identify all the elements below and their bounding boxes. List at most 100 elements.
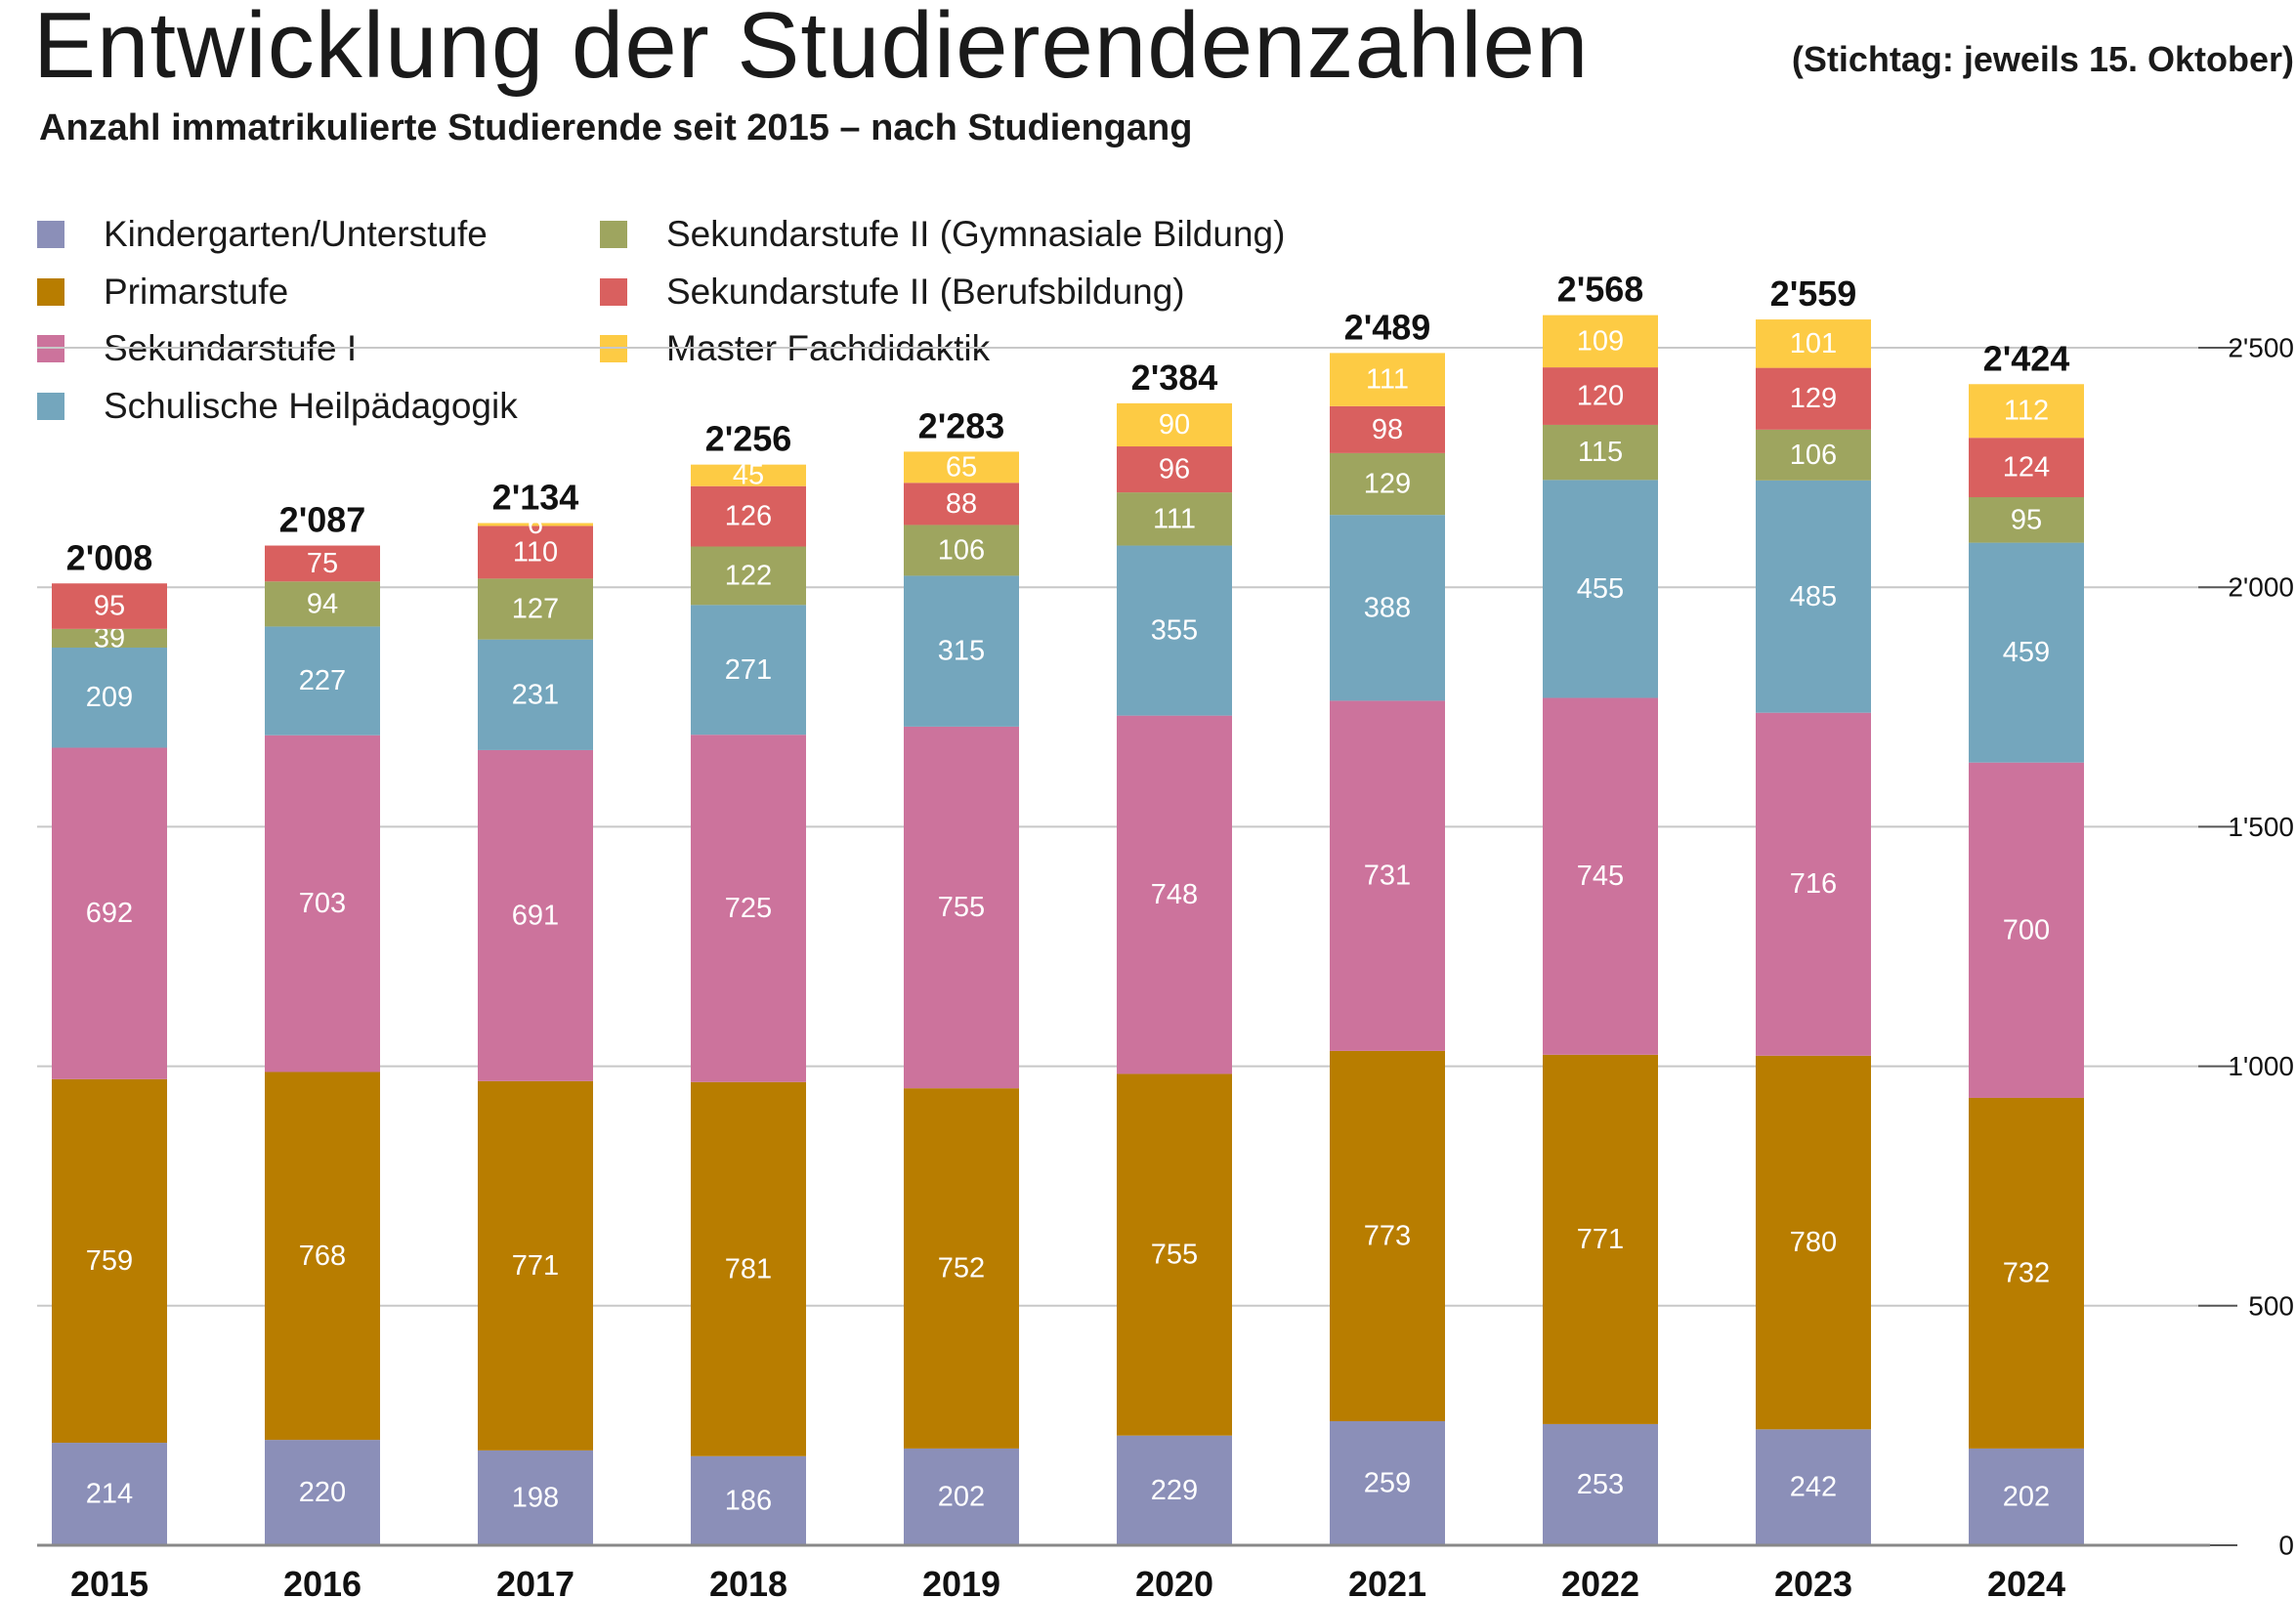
bar-value-label: 209 [86, 682, 133, 713]
bar-value-label: 388 [1364, 592, 1411, 623]
bar-value-label: 126 [725, 501, 772, 532]
bar-value-label: 731 [1364, 861, 1411, 892]
bar-segment [265, 581, 380, 627]
bar-value-label: 692 [86, 898, 133, 929]
y-tick-label: 0 [2278, 1531, 2294, 1561]
bar-segment [1330, 700, 1445, 1051]
bar-value-label: 732 [2003, 1257, 2050, 1288]
bar-value-label: 75 [307, 548, 338, 579]
bar-value-label: 198 [512, 1482, 559, 1513]
bar-value-label: 242 [1790, 1472, 1837, 1503]
x-tick-label: 2015 [70, 1564, 149, 1598]
bar-segment [1969, 1448, 2084, 1545]
bar-total-label: 2'008 [66, 537, 153, 577]
bar-value-label: 771 [512, 1250, 559, 1282]
x-tick-label: 2020 [1135, 1564, 1213, 1598]
bar-segment [265, 626, 380, 736]
bar-value-label: 700 [2003, 914, 2050, 946]
bar-value-label: 229 [1151, 1475, 1198, 1506]
bar-segment [904, 525, 1019, 576]
legend-item-gymnasiale-bildung: Sekundarstufe II (Gymnasiale Bildung) [600, 212, 1285, 257]
bar-value-label: 773 [1364, 1220, 1411, 1251]
bar-segment [691, 485, 806, 547]
bar-segment [1756, 480, 1871, 713]
bar-value-label: 65 [946, 451, 977, 483]
legend-item-berufsbildung: Sekundarstufe II (Berufsbildung) [600, 270, 1185, 315]
bar-value-label: 202 [2003, 1481, 2050, 1512]
x-tick-label: 2023 [1774, 1564, 1852, 1598]
bar-segment [52, 628, 167, 648]
bar-segment [1756, 367, 1871, 430]
y-tick-label: 500 [2248, 1290, 2294, 1321]
bar-segment [478, 1450, 593, 1545]
bar-segment [52, 747, 167, 1079]
bar-segment [478, 749, 593, 1081]
bar-segment [52, 1078, 167, 1444]
bar-segment [1330, 515, 1445, 701]
bar-segment [1117, 492, 1232, 546]
bar-value-label: 95 [2011, 504, 2042, 535]
bar-value-label: 755 [938, 892, 985, 923]
bar-segment [1969, 497, 2084, 543]
legend-swatch [37, 278, 64, 306]
bar-segment [1756, 1429, 1871, 1545]
bar-value-label: 768 [299, 1241, 346, 1272]
bar-total-label: 2'384 [1131, 357, 1218, 398]
bar-segment [1756, 1055, 1871, 1430]
x-tick-label: 2018 [709, 1564, 787, 1598]
bar-segment [904, 1088, 1019, 1449]
legend-label: Kindergarten/Unterstufe [104, 214, 488, 254]
legend-swatch [600, 278, 627, 306]
legend-item-kindergarten: Kindergarten/Unterstufe [37, 212, 488, 257]
y-tick-label: 1'500 [2228, 812, 2294, 842]
bar-segment [904, 726, 1019, 1089]
legend-swatch [37, 221, 64, 248]
bar-value-label: 101 [1790, 328, 1837, 359]
bar-value-label: 455 [1577, 573, 1624, 605]
x-tick-label: 2016 [283, 1564, 361, 1598]
bar-value-label: 253 [1577, 1469, 1624, 1500]
bar-value-label: 716 [1790, 868, 1837, 900]
x-tick-label: 2017 [496, 1564, 574, 1598]
bar-segment [1117, 1435, 1232, 1545]
bar-segment [1117, 402, 1232, 447]
bar-value-label: 111 [1366, 364, 1409, 396]
bar-value-label: 355 [1151, 615, 1198, 647]
bar-segment [691, 546, 806, 606]
bar-value-label: 186 [725, 1485, 772, 1516]
bar-segment [691, 464, 806, 486]
bar-value-label: 202 [938, 1481, 985, 1512]
bar-total-label: 2'424 [1983, 338, 2070, 378]
bar-segment [52, 583, 167, 629]
bar-value-label: 109 [1577, 325, 1624, 357]
bar-segment [1756, 712, 1871, 1056]
bar-value-label: 98 [1372, 414, 1403, 445]
bar-segment [52, 1443, 167, 1545]
x-tick-label: 2021 [1348, 1564, 1426, 1598]
bar-value-label: 748 [1151, 879, 1198, 910]
bar-value-label: 112 [2004, 396, 2049, 427]
bar-value-label: 122 [725, 560, 772, 591]
bar-value-label: 106 [938, 534, 985, 566]
bar-segment [1330, 1420, 1445, 1545]
bar-value-label: 111 [1153, 503, 1196, 534]
bar-total-label: 2'559 [1770, 273, 1857, 314]
bar-segment [1330, 405, 1445, 453]
bar-value-label: 96 [1159, 454, 1190, 485]
legend-label: Primarstufe [104, 272, 289, 312]
bar-segment [1117, 715, 1232, 1074]
bar-value-label: 691 [512, 900, 559, 931]
legend-item-heilpaedagogik: Schulische Heilpädagogik [37, 384, 518, 429]
legend-swatch [600, 221, 627, 248]
bar-value-label: 759 [86, 1245, 133, 1277]
bar-value-label: 129 [1790, 383, 1837, 414]
bar-total-label: 2'568 [1557, 270, 1644, 310]
bar-total-label: 2'283 [918, 405, 1005, 445]
bar-segment [904, 483, 1019, 526]
bar-segment [1969, 1097, 2084, 1449]
bar-segment [1543, 697, 1658, 1055]
bar-value-label: 94 [307, 588, 338, 619]
bar-segment [1543, 315, 1658, 368]
bar-segment [52, 647, 167, 748]
bar-segment [904, 451, 1019, 484]
